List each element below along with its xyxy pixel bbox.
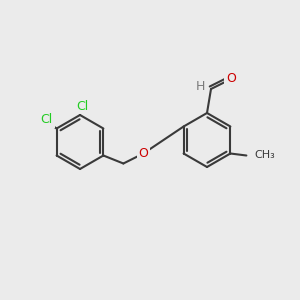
- Text: H: H: [195, 80, 205, 94]
- Text: O: O: [226, 73, 236, 85]
- Text: CH₃: CH₃: [254, 151, 275, 160]
- Text: Cl: Cl: [40, 113, 53, 126]
- Text: Cl: Cl: [76, 100, 88, 112]
- Text: O: O: [138, 147, 148, 160]
